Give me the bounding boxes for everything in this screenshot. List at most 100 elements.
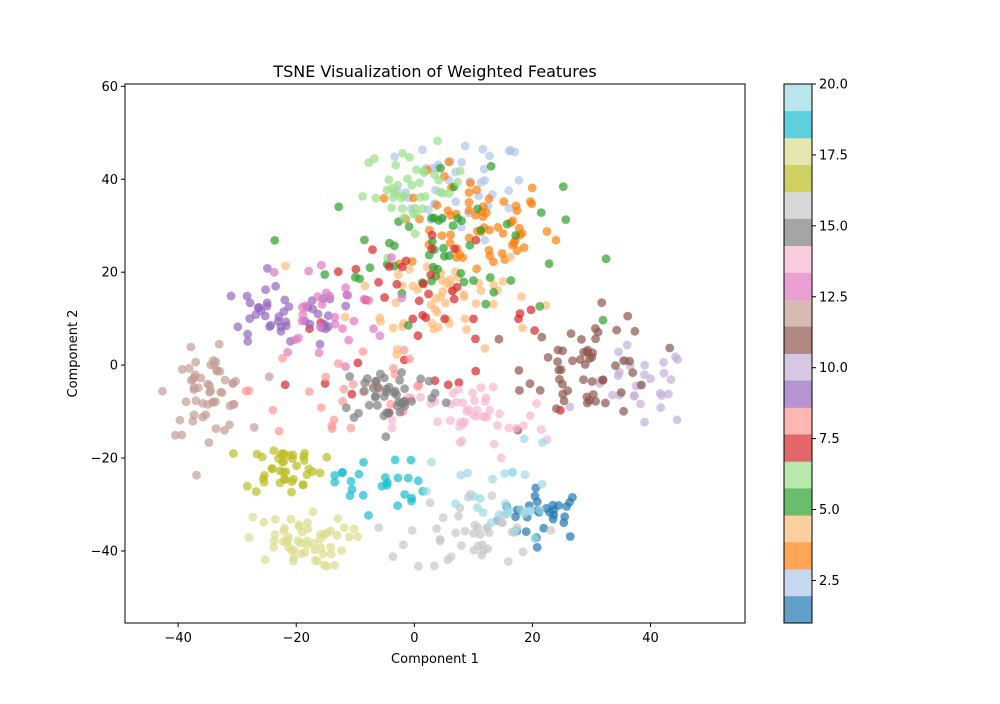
scatter-point	[486, 161, 496, 171]
scatter-point	[303, 518, 312, 527]
scatter-point	[286, 514, 296, 524]
scatter-point	[315, 339, 325, 349]
scatter-point	[520, 470, 530, 479]
scatter-point	[296, 549, 306, 558]
scatter-point	[591, 396, 600, 406]
colorbar-segment	[784, 353, 812, 381]
scatter-point	[479, 164, 489, 174]
scatter-point	[409, 193, 418, 203]
scatter-point	[577, 335, 586, 344]
scatter-point	[358, 490, 368, 500]
scatter-point	[526, 197, 535, 207]
scatter-point	[190, 370, 200, 379]
scatter-point	[488, 474, 497, 484]
scatter-point	[390, 241, 399, 251]
scatter-point	[408, 281, 418, 291]
scatter-point	[601, 254, 611, 264]
scatter-point	[456, 470, 466, 480]
scatter-point	[287, 487, 296, 497]
scatter-point	[347, 485, 357, 494]
scatter-point	[473, 204, 482, 214]
scatter-point	[471, 235, 481, 245]
scatter-point	[269, 267, 279, 277]
scatter-point	[640, 370, 649, 380]
scatter-point	[300, 448, 309, 458]
scatter-point	[302, 470, 312, 480]
scatter-point	[332, 531, 342, 540]
scatter-point	[414, 296, 424, 306]
scatter-point	[551, 235, 561, 245]
scatter-point	[175, 415, 185, 425]
scatter-point	[220, 375, 230, 385]
scatter-point	[184, 363, 194, 373]
scatter-point	[170, 430, 180, 440]
scatter-point	[566, 329, 576, 338]
scatter-point	[546, 526, 556, 535]
scatter-point	[177, 430, 187, 440]
scatter-point	[530, 534, 540, 543]
scatter-point	[445, 238, 455, 248]
scatter-point	[354, 408, 363, 418]
scatter-point	[343, 291, 353, 300]
scatter-point	[369, 324, 378, 334]
scatter-point	[471, 366, 481, 376]
scatter-point	[404, 222, 414, 232]
scatter-point	[355, 274, 365, 284]
scatter-point	[260, 311, 270, 321]
colorbar-segment	[784, 245, 812, 273]
scatter-point	[376, 369, 385, 379]
scatter-point	[475, 494, 485, 504]
scatter-point	[452, 282, 462, 292]
colorbar-tick-label: 17.5	[819, 148, 848, 163]
scatter-point	[427, 213, 437, 223]
scatter-point	[281, 467, 291, 476]
scatter-point	[444, 251, 454, 261]
scatter-point	[425, 498, 435, 508]
scatter-point	[427, 244, 437, 254]
scatter-point	[297, 302, 307, 312]
scatter-point	[525, 411, 535, 420]
plot-frame	[124, 83, 746, 624]
scatter-point	[338, 467, 347, 477]
scatter-point	[640, 360, 650, 370]
scatter-point	[445, 275, 455, 284]
scatter-point	[280, 475, 290, 484]
scatter-point	[302, 536, 312, 546]
scatter-point	[388, 193, 398, 203]
scatter-point	[365, 263, 375, 273]
scatter-point	[288, 454, 297, 463]
scatter-point	[659, 368, 669, 378]
scatter-point	[248, 512, 258, 522]
scatter-point	[330, 477, 340, 487]
scatter-point	[345, 372, 355, 381]
scatter-point	[463, 468, 472, 478]
scatter-point	[388, 323, 398, 333]
scatter-point	[446, 211, 455, 220]
scatter-point	[614, 347, 623, 357]
scatter-point	[469, 314, 478, 324]
scatter-point	[625, 356, 634, 366]
scatter-point	[338, 396, 347, 406]
scatter-point	[601, 398, 610, 408]
scatter-point	[433, 264, 443, 274]
scatter-point	[532, 542, 542, 552]
scatter-point	[659, 357, 668, 367]
scatter-point	[464, 198, 474, 207]
scatter-point	[280, 380, 290, 390]
scatter-point	[538, 438, 547, 447]
x-tick-label: −40	[164, 631, 191, 646]
scatter-point	[341, 403, 351, 413]
colorbar-segment	[784, 380, 812, 408]
scatter-point	[191, 396, 201, 406]
scatter-point	[437, 231, 447, 241]
scatter-point	[481, 393, 491, 403]
scatter-point	[493, 222, 503, 232]
scatter-point	[362, 374, 372, 383]
scatter-point	[283, 347, 293, 357]
scatter-point	[333, 514, 343, 524]
scatter-point	[330, 560, 340, 570]
scatter-point	[478, 144, 488, 154]
scatter-point	[519, 434, 529, 444]
scatter-point	[399, 345, 409, 355]
scatter-point	[308, 507, 318, 517]
